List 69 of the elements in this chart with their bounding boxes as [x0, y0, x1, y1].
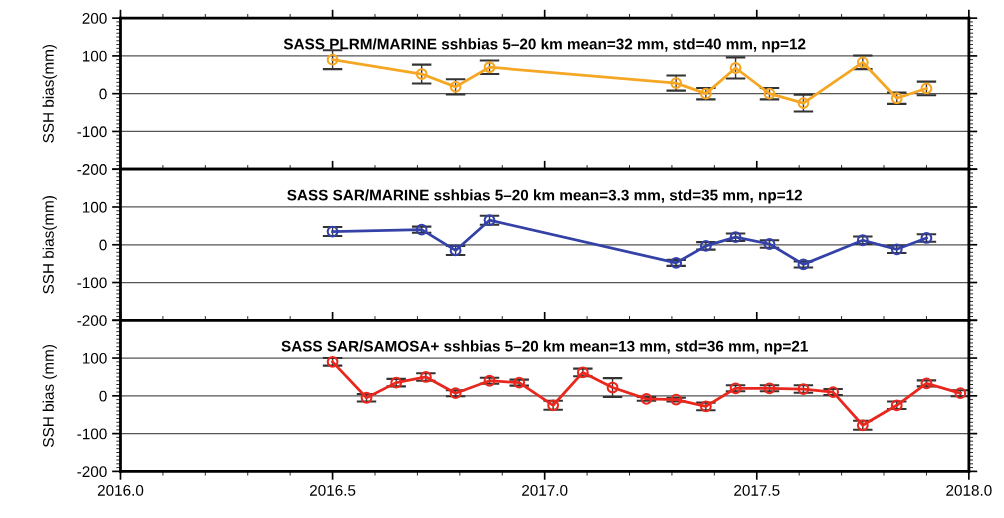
point	[449, 387, 462, 400]
y-axis-title: SSH bias(mm)	[42, 44, 57, 143]
x-tick-label: 2018.0	[946, 484, 992, 496]
y-tick-label: 100	[82, 201, 107, 213]
point	[920, 377, 933, 390]
point	[729, 231, 742, 244]
point	[640, 392, 653, 405]
point	[920, 82, 933, 95]
point	[920, 232, 933, 244]
y-tick-label: 100	[82, 352, 107, 364]
point	[576, 366, 589, 379]
point	[763, 382, 776, 395]
y-tick-label: 0	[99, 88, 107, 100]
y-axis-title: SSH bias (mm)	[42, 345, 57, 447]
point	[670, 77, 683, 89]
point	[449, 80, 462, 93]
point	[326, 355, 339, 368]
point	[797, 383, 810, 395]
point	[670, 393, 683, 406]
point	[890, 92, 903, 105]
point	[856, 419, 869, 432]
y-tick-label: -200	[77, 164, 107, 175]
text: SASS SAR/MARINE sshbias 5–20 km mean=3.3 mm, std=35 mm, np=12	[287, 189, 802, 204]
point	[420, 371, 432, 383]
point	[763, 238, 776, 250]
point	[763, 87, 776, 100]
point	[606, 381, 619, 394]
point	[513, 376, 526, 389]
point	[797, 97, 810, 110]
point	[856, 56, 869, 69]
point	[670, 256, 683, 269]
point	[729, 382, 742, 395]
point	[483, 61, 496, 74]
point	[390, 376, 403, 389]
point	[699, 239, 712, 252]
y-tick-label: 100	[82, 50, 107, 62]
y-tick-label: -200	[77, 466, 107, 478]
point	[827, 386, 840, 398]
y-axis-title: SSH bias(mm)	[42, 196, 57, 294]
x-tick-label: 2017.5	[734, 484, 780, 496]
point	[547, 399, 560, 412]
y-tick-label: 200	[82, 13, 107, 24]
y-tick-label: -100	[77, 126, 107, 138]
x-tick-label: 2016.5	[309, 484, 356, 496]
point	[890, 399, 903, 412]
point	[954, 387, 967, 400]
point	[415, 68, 428, 80]
point	[699, 87, 712, 100]
point	[360, 391, 373, 404]
y-tick-label: -100	[77, 277, 107, 289]
point	[797, 258, 810, 271]
point	[326, 53, 339, 66]
point	[415, 223, 428, 236]
point	[326, 225, 339, 238]
y-tick-label: -100	[77, 428, 107, 440]
x-tick-label: 2017.0	[522, 484, 568, 496]
y-tick-label: 0	[99, 390, 107, 402]
point	[449, 244, 462, 257]
point	[890, 243, 903, 256]
point	[483, 214, 496, 227]
text: SASS SAR/SAMOSA+ sshbias 5–20 km mean=13 mm, std=36 mm, np=21	[281, 340, 808, 355]
point	[699, 400, 712, 413]
point	[483, 374, 496, 387]
y-tick-label: 0	[99, 239, 107, 251]
point	[856, 234, 869, 247]
point	[729, 62, 742, 74]
x-tick-label: 2016.0	[97, 484, 144, 496]
text: SASS PLRM/MARINE sshbias 5–20 km mean=32 mm, std=40 mm, np=12	[283, 38, 806, 53]
y-tick-label: -200	[77, 315, 107, 326]
